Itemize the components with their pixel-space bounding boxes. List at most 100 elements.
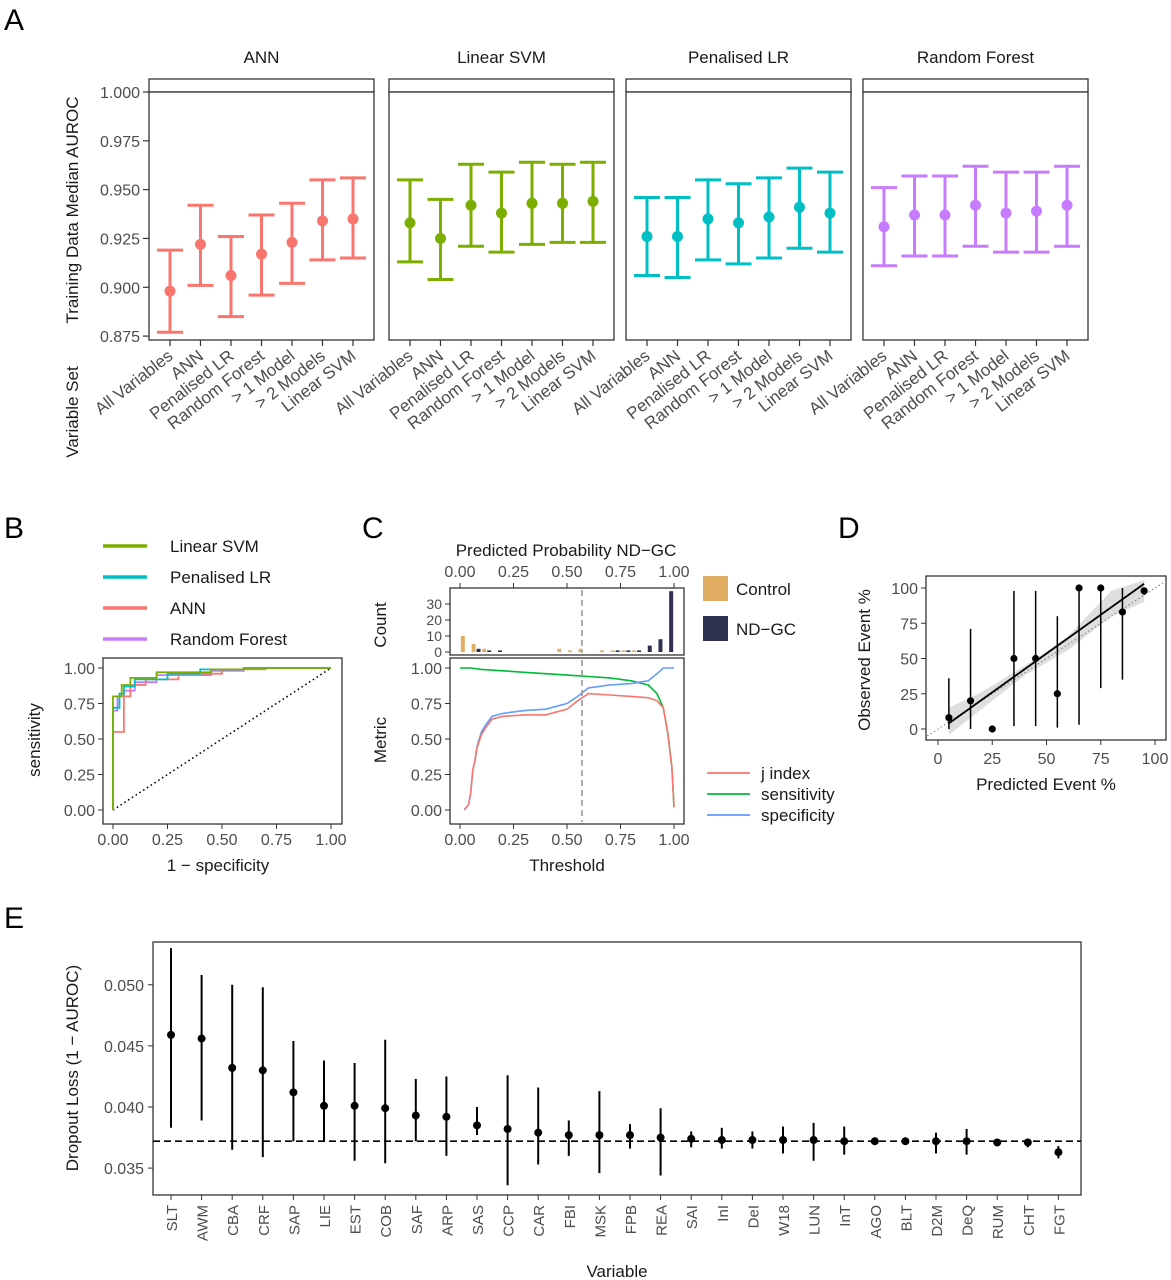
panel-e-xtick-label: CBA <box>225 1205 242 1236</box>
calibration-point <box>1032 654 1040 663</box>
panel-e-xtick-label: CRF <box>256 1205 273 1236</box>
panel-b-xtick-label: 0.50 <box>206 832 237 849</box>
panel-b-ytick-label: 0.25 <box>64 768 95 785</box>
panel-c-label: C <box>362 512 384 545</box>
panel-e-xtick-label: BLT <box>898 1205 915 1231</box>
panel-c-metric-label: Metric <box>371 716 390 763</box>
panel-c-xtick-label: 0.75 <box>605 832 636 849</box>
panel-c: 0.00 0.25 0.50 0.75 1.000102030ControlND−GC0… <box>411 564 835 849</box>
identity-line <box>926 580 1167 737</box>
dropout-point <box>626 1131 634 1140</box>
legend-label: Penalised LR <box>170 568 271 587</box>
legend-label: j index <box>760 764 811 783</box>
panel-d-ytick-label: 0 <box>909 722 918 739</box>
panel-e-xtick-label: FPB <box>623 1205 640 1234</box>
hist-bar-ndgc <box>615 650 620 652</box>
dropout-point <box>350 1101 359 1110</box>
hist-bar-control <box>578 648 583 652</box>
dropout-point <box>197 1034 206 1043</box>
panel-e-xtick-label: SLT <box>164 1205 181 1231</box>
dropout-point <box>289 1088 298 1097</box>
panel-d-ytick-label: 25 <box>900 687 918 704</box>
dropout-point <box>962 1137 971 1146</box>
panel-c-count-label: Count <box>371 602 390 648</box>
hist-bar-ndgc <box>497 650 502 652</box>
panel-e-frame <box>152 941 1082 1196</box>
panel-c-xtick-label: 1.00 <box>658 832 689 849</box>
panel-e-xtick-label: FBI <box>562 1205 579 1228</box>
panel-b: Linear SVM Penalised LR ANN Random Forest 0.… <box>64 537 347 849</box>
panel-e-xtick-label: LIE <box>317 1205 334 1228</box>
dropout-point <box>442 1112 451 1121</box>
panel-e-xtick-label: MSK <box>592 1205 609 1238</box>
panel-e-xtick-label: SAI <box>684 1205 701 1229</box>
dropout-point <box>748 1136 757 1144</box>
median-point <box>465 199 477 211</box>
panel-d-xtick-label: 100 <box>1142 751 1169 768</box>
panel-a-ytick-label: 0.875 <box>100 329 140 346</box>
hist-bar-control <box>610 650 615 652</box>
calibration-point <box>1118 608 1127 616</box>
panel-a-strip <box>148 78 375 93</box>
panel-c-top-xtick-label: 0.00 <box>444 564 475 581</box>
panel-a-ylabel: Training Data Median AUROC <box>63 96 82 323</box>
panel-e-xtick-label: CAR <box>531 1205 548 1237</box>
calibration-point <box>1140 587 1148 595</box>
panel-e-xtick-label: SAF <box>409 1205 426 1234</box>
panel-e-xtick-label: FGT <box>1051 1205 1068 1235</box>
hist-bar-control <box>567 650 572 652</box>
dropout-point <box>1023 1138 1032 1147</box>
dropout-point <box>1054 1148 1063 1157</box>
legend-key <box>703 576 728 601</box>
hist-bar-ndgc <box>637 650 642 652</box>
median-point <box>587 195 599 207</box>
panel-e-xtick-label: SAP <box>286 1205 303 1235</box>
panel-e-ytick-label: 0.035 <box>104 1161 144 1178</box>
panel-e-xtick-label: COB <box>378 1205 395 1238</box>
median-point <box>164 285 176 297</box>
panel-e-xtick-label: CHT <box>1021 1205 1038 1236</box>
panel-c-count-tick-label: 10 <box>426 628 442 644</box>
panel-b-xtick-label: 0.75 <box>261 832 292 849</box>
calibration-point <box>1010 654 1018 663</box>
median-point <box>1000 207 1012 219</box>
panel-e-ytick-label: 0.050 <box>104 978 144 995</box>
calibration-point <box>1053 690 1061 698</box>
roc-curve <box>112 667 331 810</box>
fit-line <box>948 583 1145 725</box>
hist-bar-control <box>471 644 476 652</box>
calibration-point <box>945 714 953 722</box>
dropout-point <box>687 1134 696 1143</box>
median-point <box>526 197 538 209</box>
panel-c-top-title: Predicted Probability ND−GC <box>456 541 677 560</box>
median-point <box>225 270 237 282</box>
hist-bar-ndgc <box>669 591 674 652</box>
calibration-point <box>966 697 975 705</box>
median-point <box>794 201 805 213</box>
dropout-point <box>534 1128 543 1137</box>
legend-label: Linear SVM <box>170 537 259 556</box>
median-point <box>404 217 416 229</box>
panel-e-xtick-label: D2M <box>929 1205 946 1237</box>
median-point <box>970 199 981 211</box>
median-point <box>702 213 714 225</box>
hist-bar-control <box>621 650 626 652</box>
panel-c-top-xtick-label: 0.25 <box>498 564 529 581</box>
panel-a-xlabel: Variable Set <box>63 366 82 458</box>
panel-b-xtick-label: 1.00 <box>315 832 346 849</box>
panel-a-ytick-label: 0.975 <box>100 134 140 151</box>
hist-bar-ndgc <box>658 639 663 652</box>
panel-d-ylabel: Observed Event % <box>855 589 874 731</box>
panel-e-ytick-label: 0.045 <box>104 1039 144 1056</box>
diagonal-reference <box>112 667 332 811</box>
legend-label: Control <box>736 580 791 599</box>
panel-b-ytick-label: 0.50 <box>64 732 95 749</box>
panel-e-xtick-label: REA <box>654 1205 671 1236</box>
median-point <box>195 238 206 250</box>
dropout-point <box>840 1137 849 1146</box>
panel-e-xtick-label: InT <box>837 1205 854 1227</box>
median-point <box>256 248 267 260</box>
median-point <box>435 232 446 244</box>
dropout-point <box>901 1137 910 1146</box>
